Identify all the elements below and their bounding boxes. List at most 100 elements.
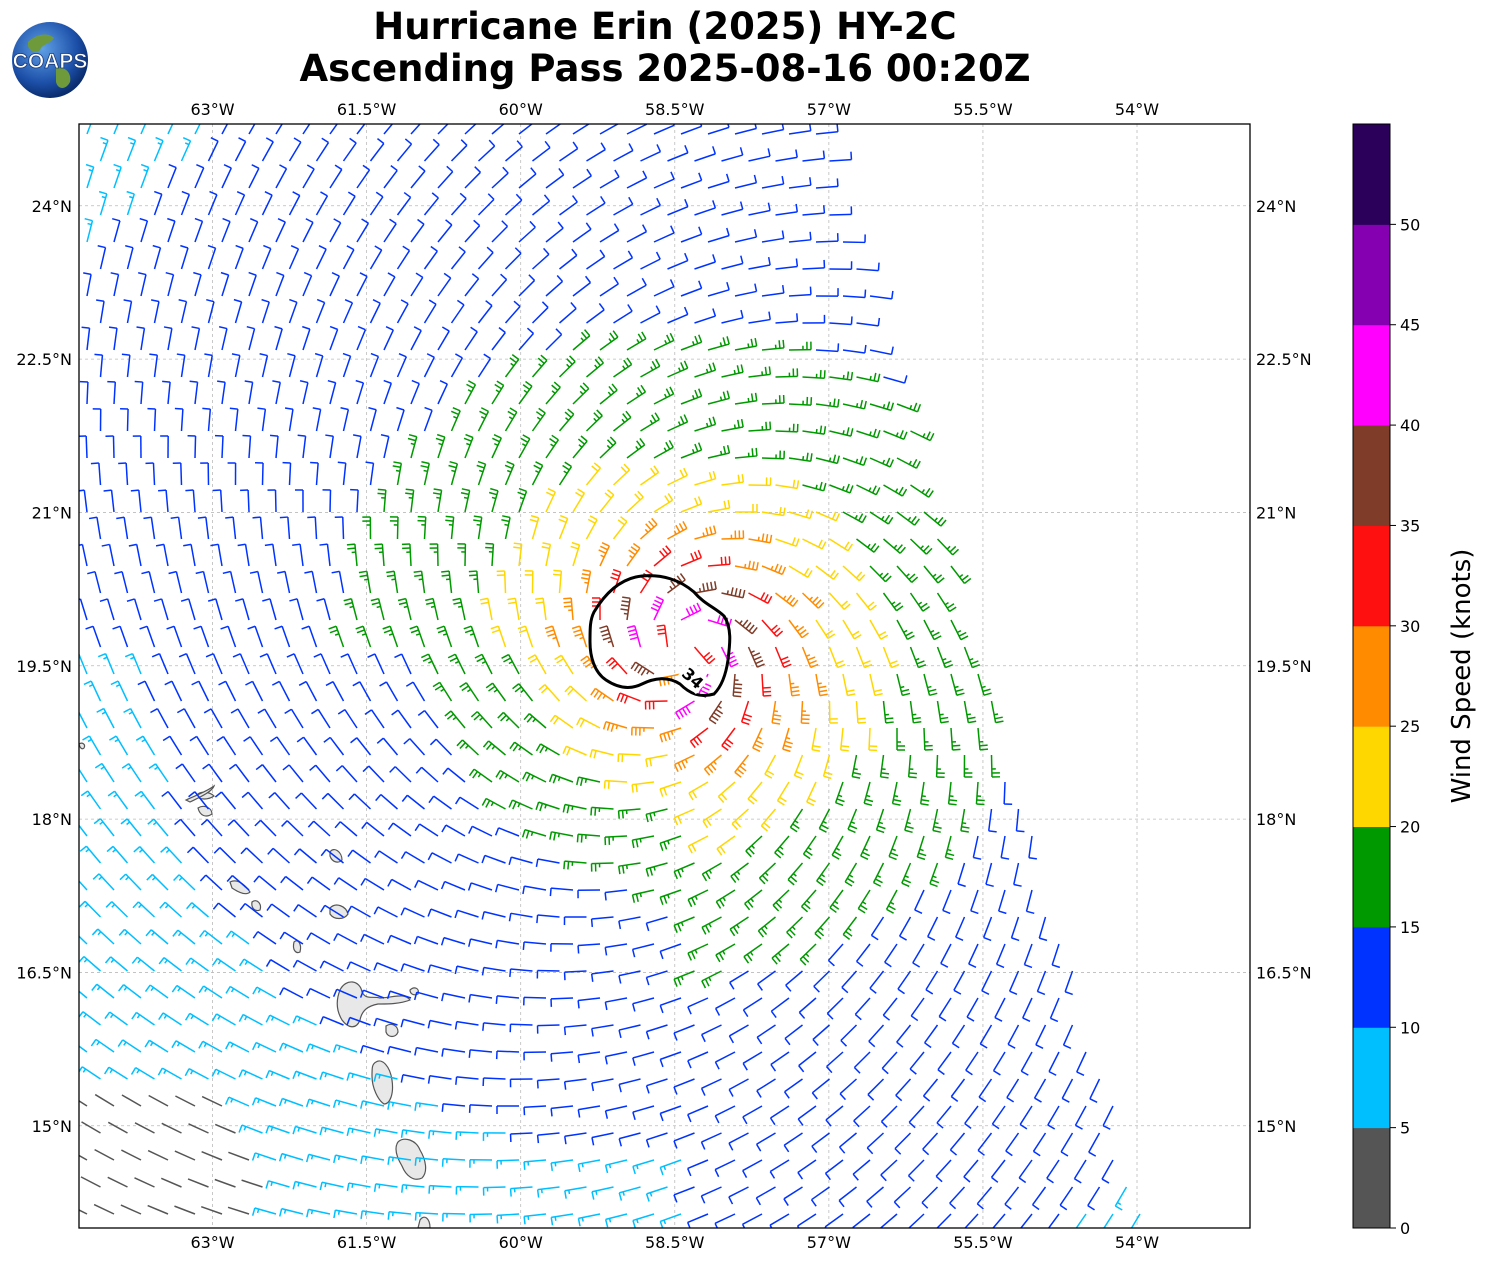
lon-tick-bottom: 60°W	[499, 1233, 543, 1252]
island-virgin	[79, 742, 86, 750]
wind-barb	[352, 681, 372, 702]
wind-barb	[488, 487, 499, 513]
wind-barb	[386, 1045, 412, 1055]
wind-barb	[225, 985, 250, 999]
wind-barb	[365, 461, 375, 486]
wind-barb	[802, 205, 826, 216]
wind-barb	[990, 700, 1004, 724]
lat-tick-left: 24°N	[32, 197, 72, 216]
wind-barb	[134, 380, 144, 405]
wind-barb	[79, 380, 89, 405]
wind-barb	[234, 137, 247, 162]
wind-barb	[83, 680, 102, 702]
wind-barb	[867, 1078, 885, 1101]
wind-barb	[81, 326, 91, 351]
wind-barb	[441, 1047, 466, 1057]
wind-barb	[332, 1044, 358, 1053]
wind-barb	[842, 565, 866, 582]
wind-barb	[563, 1078, 587, 1090]
map-background	[79, 124, 1250, 1228]
colorbar-bin	[1353, 124, 1390, 225]
wind-barb	[1025, 889, 1035, 915]
wind-barb	[176, 708, 196, 729]
wind-barb	[239, 902, 263, 918]
wind-barb	[531, 354, 548, 378]
wind-barb	[139, 625, 156, 648]
wind-barb	[680, 124, 703, 135]
wind-barb	[468, 825, 493, 837]
wind-barb	[396, 406, 405, 432]
wind-barb	[923, 565, 945, 584]
wind-barb	[910, 997, 925, 1022]
wind-barb	[842, 289, 867, 299]
island-antigua	[329, 904, 349, 920]
wind-barb	[1018, 1159, 1033, 1184]
wind-barb	[93, 1203, 115, 1215]
wind-barb	[400, 907, 425, 918]
wind-barb	[824, 1159, 844, 1181]
wind-barb	[481, 854, 506, 864]
wind-barb	[79, 1011, 101, 1026]
wind-barb	[769, 1159, 790, 1179]
wind-barb	[673, 916, 695, 934]
wind-barb	[707, 227, 730, 243]
wind-barb	[346, 1072, 371, 1081]
island-anguilla	[184, 784, 216, 803]
wind-barb	[1049, 997, 1060, 1023]
wind-barb	[717, 781, 736, 803]
wind-barb	[701, 970, 722, 989]
wind-barb	[869, 673, 883, 697]
wind-barb	[227, 462, 237, 486]
wind-barb	[1006, 1078, 1020, 1103]
wind-barb	[370, 597, 385, 621]
wind-barb	[509, 1078, 533, 1088]
wind-barb	[604, 1105, 628, 1119]
wind-barb	[167, 163, 177, 189]
wind-barb	[613, 250, 634, 270]
wind-barb	[423, 192, 439, 216]
wind-barb	[164, 680, 183, 702]
wind-barb	[613, 410, 632, 432]
wind-barb	[577, 1105, 601, 1118]
wind-barb	[828, 646, 846, 669]
wind-barb	[882, 646, 900, 669]
wind-barb	[786, 916, 804, 939]
wind-barb	[769, 1105, 790, 1126]
continent-shape	[28, 34, 54, 53]
wind-barb	[564, 1186, 587, 1199]
wind-barb	[617, 808, 641, 819]
wind-barb	[815, 343, 840, 353]
wind-barb	[322, 489, 332, 513]
wind-barb	[429, 543, 439, 567]
wind-barb	[896, 402, 922, 413]
wind-barb	[631, 726, 655, 736]
wind-barb	[247, 625, 264, 648]
wind-barb	[251, 1207, 277, 1216]
wind-barb	[1023, 943, 1033, 969]
wind-barb	[476, 460, 487, 486]
wind-barb	[272, 380, 281, 405]
wind-barb	[335, 765, 358, 783]
wind-barb	[645, 1132, 668, 1148]
wind-barb	[180, 136, 192, 162]
wind-barb	[437, 124, 449, 135]
wind-barb	[160, 435, 169, 459]
wind-barb	[524, 570, 534, 594]
wind-barb	[785, 970, 803, 992]
wind-barb	[559, 302, 577, 324]
wind-barb	[295, 792, 318, 810]
wind-barb	[482, 1077, 506, 1087]
wind-barb	[798, 997, 817, 1019]
wind-barb	[79, 543, 88, 567]
wind-barb	[320, 848, 344, 864]
wind-barb	[348, 793, 372, 810]
wind-barb	[262, 598, 277, 621]
wind-barb	[440, 880, 466, 891]
wind-barb	[875, 808, 886, 834]
wind-barb	[175, 1095, 196, 1107]
wind-barb	[118, 928, 142, 945]
wind-barb	[645, 808, 668, 823]
wind-barb	[734, 174, 758, 189]
wind-barb	[893, 1186, 912, 1209]
wind-barb	[572, 382, 590, 405]
